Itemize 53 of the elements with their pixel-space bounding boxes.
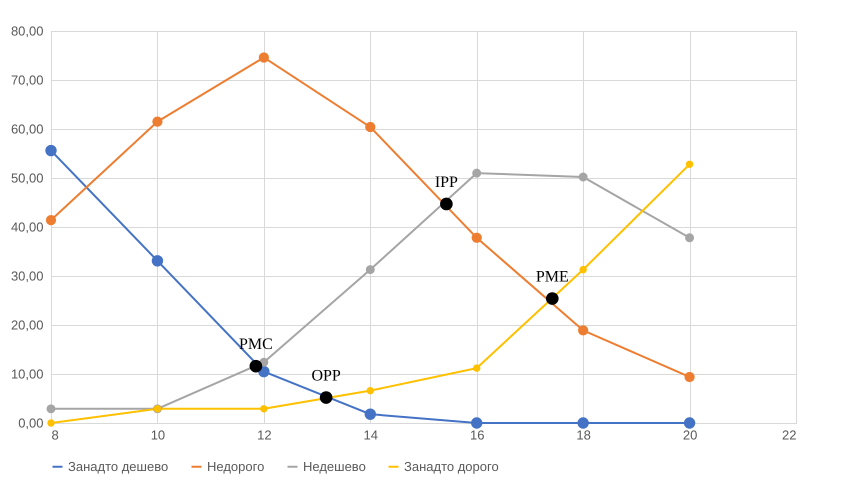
- annotation: PME: [536, 268, 569, 286]
- point: [472, 232, 482, 243]
- point: [546, 292, 559, 305]
- point: [258, 52, 269, 63]
- x-tick-label: 14: [364, 428, 378, 442]
- y-tick-label: 20,00: [10, 318, 44, 332]
- legend-label: Недешево: [303, 458, 366, 474]
- point: [320, 391, 332, 404]
- y-tick-label: 30,00: [10, 268, 44, 284]
- y-tick-label: 10,00: [10, 366, 44, 382]
- x-tick-label: 22: [782, 428, 796, 442]
- point: [46, 215, 56, 226]
- point: [685, 233, 694, 242]
- x-tick-label: 8: [52, 428, 59, 442]
- y-tick-label: 40,00: [10, 220, 44, 234]
- point: [366, 265, 375, 274]
- point: [440, 198, 453, 210]
- point: [471, 417, 482, 429]
- x-tick-label: 20: [682, 428, 698, 442]
- x-tick-label: 16: [470, 428, 484, 442]
- point: [578, 172, 588, 182]
- x-tick-label: 10: [150, 428, 166, 442]
- point: [47, 419, 55, 427]
- point: [364, 408, 376, 420]
- point: [46, 404, 56, 414]
- annotation: PMC: [238, 336, 273, 354]
- y-tick-label: 50,00: [10, 170, 44, 186]
- legend-label: Занадто дешево: [68, 458, 168, 474]
- point: [579, 266, 587, 274]
- point: [365, 122, 376, 132]
- point: [473, 364, 480, 372]
- legend-label: Занадто дорого: [404, 458, 499, 474]
- point: [45, 144, 57, 156]
- y-tick-label: 60,00: [10, 122, 44, 136]
- point: [366, 386, 374, 394]
- point: [260, 405, 268, 412]
- point: [684, 372, 695, 382]
- point: [686, 160, 694, 168]
- point: [472, 168, 482, 178]
- point: [578, 325, 588, 336]
- point: [152, 255, 164, 266]
- y-tick-label: 80,00: [10, 24, 44, 38]
- y-tick-label: 0,00: [18, 416, 44, 430]
- annotation: IPP: [434, 174, 458, 191]
- legend-label: Недорого: [207, 458, 264, 474]
- point: [152, 116, 163, 127]
- x-tick-label: 12: [257, 428, 272, 442]
- annotation: OPP: [311, 368, 341, 385]
- x-tick-label: 18: [576, 428, 591, 442]
- point: [250, 360, 262, 372]
- point: [684, 417, 696, 429]
- y-tick-label: 70,00: [10, 72, 44, 88]
- point: [577, 417, 589, 429]
